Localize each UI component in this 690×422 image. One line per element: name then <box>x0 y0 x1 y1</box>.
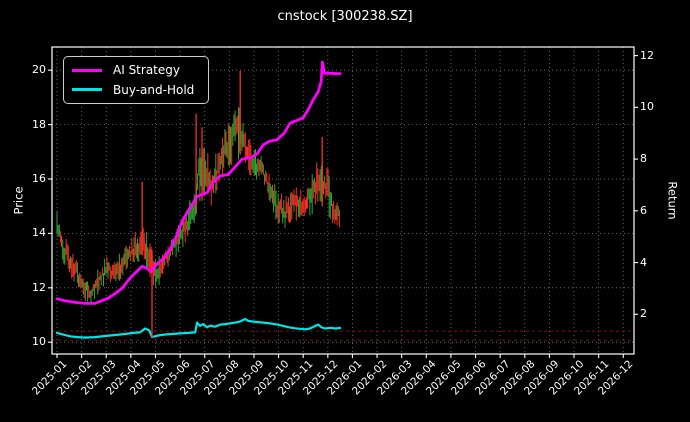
price-tick-label: 12 <box>32 280 46 294</box>
legend-label-ai-strategy: AI Strategy <box>113 63 180 78</box>
price-tick-label: 14 <box>32 226 46 240</box>
price-tick-label: 20 <box>32 63 46 77</box>
return-tick-label: 4 <box>640 255 647 269</box>
return-tick-label: 2 <box>640 307 647 321</box>
return-tick-label: 8 <box>640 152 647 166</box>
axes-frame <box>48 46 638 358</box>
legend-item-buy-and-hold: Buy-and-Hold <box>72 83 200 97</box>
legend-item-ai-strategy: AI Strategy <box>72 63 200 77</box>
return-tick-label: 10 <box>640 100 654 114</box>
price-tick-label: 10 <box>32 335 46 349</box>
chart-title: cnstock [300238.SZ] <box>277 9 413 24</box>
legend: AI Strategy Buy-and-Hold <box>63 56 209 104</box>
return-tick-label: 12 <box>640 48 654 62</box>
ai-strategy-line-swatch <box>72 68 102 73</box>
buy-and-hold-line <box>55 317 342 339</box>
ai-strategy-line <box>55 60 342 305</box>
right-axis-label: Return <box>665 181 680 220</box>
legend-label-buy-and-hold: Buy-and-Hold <box>113 82 195 97</box>
price-tick-label: 18 <box>32 117 46 131</box>
buy-and-hold-line-swatch <box>72 87 102 92</box>
return-tick-label: 6 <box>640 203 647 217</box>
candlesticks <box>56 71 340 339</box>
price-tick-label: 16 <box>32 172 46 185</box>
